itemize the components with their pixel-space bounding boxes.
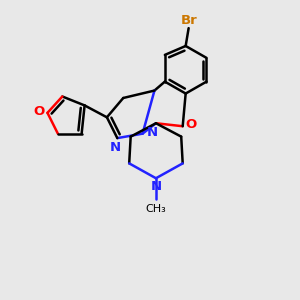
Text: N: N — [146, 126, 158, 139]
Text: CH₃: CH₃ — [146, 204, 166, 214]
Text: N: N — [110, 140, 121, 154]
Text: O: O — [33, 105, 44, 118]
Text: O: O — [185, 118, 197, 131]
Text: Br: Br — [180, 14, 197, 27]
Text: N: N — [150, 180, 161, 193]
